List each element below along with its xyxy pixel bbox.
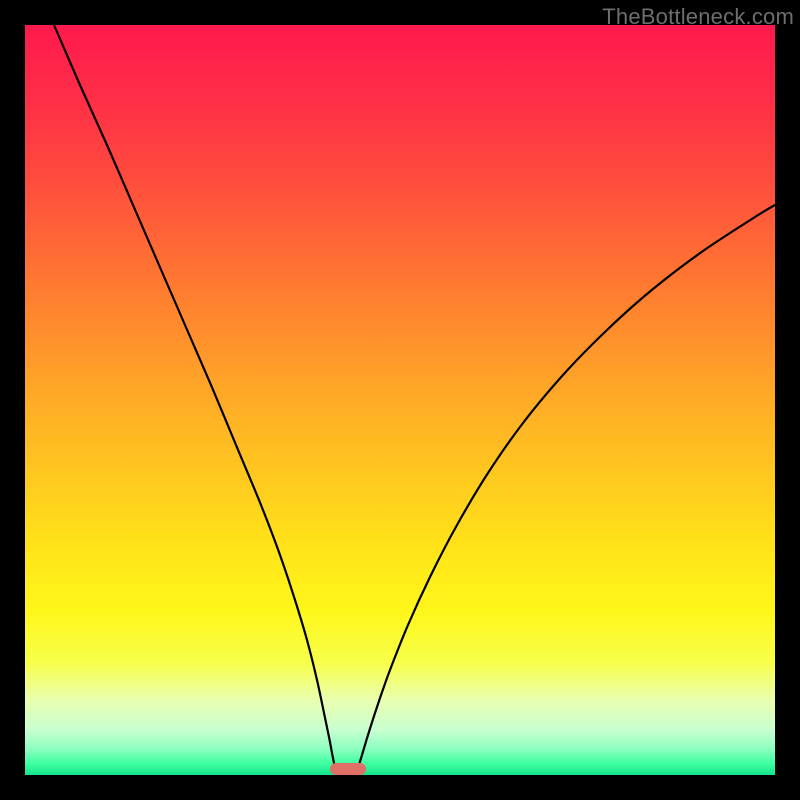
watermark-text: TheBottleneck.com — [602, 4, 794, 30]
cusp-marker — [330, 763, 366, 775]
bottleneck-curve — [25, 25, 775, 775]
chart-frame: TheBottleneck.com — [0, 0, 800, 800]
plot-area — [25, 25, 775, 775]
